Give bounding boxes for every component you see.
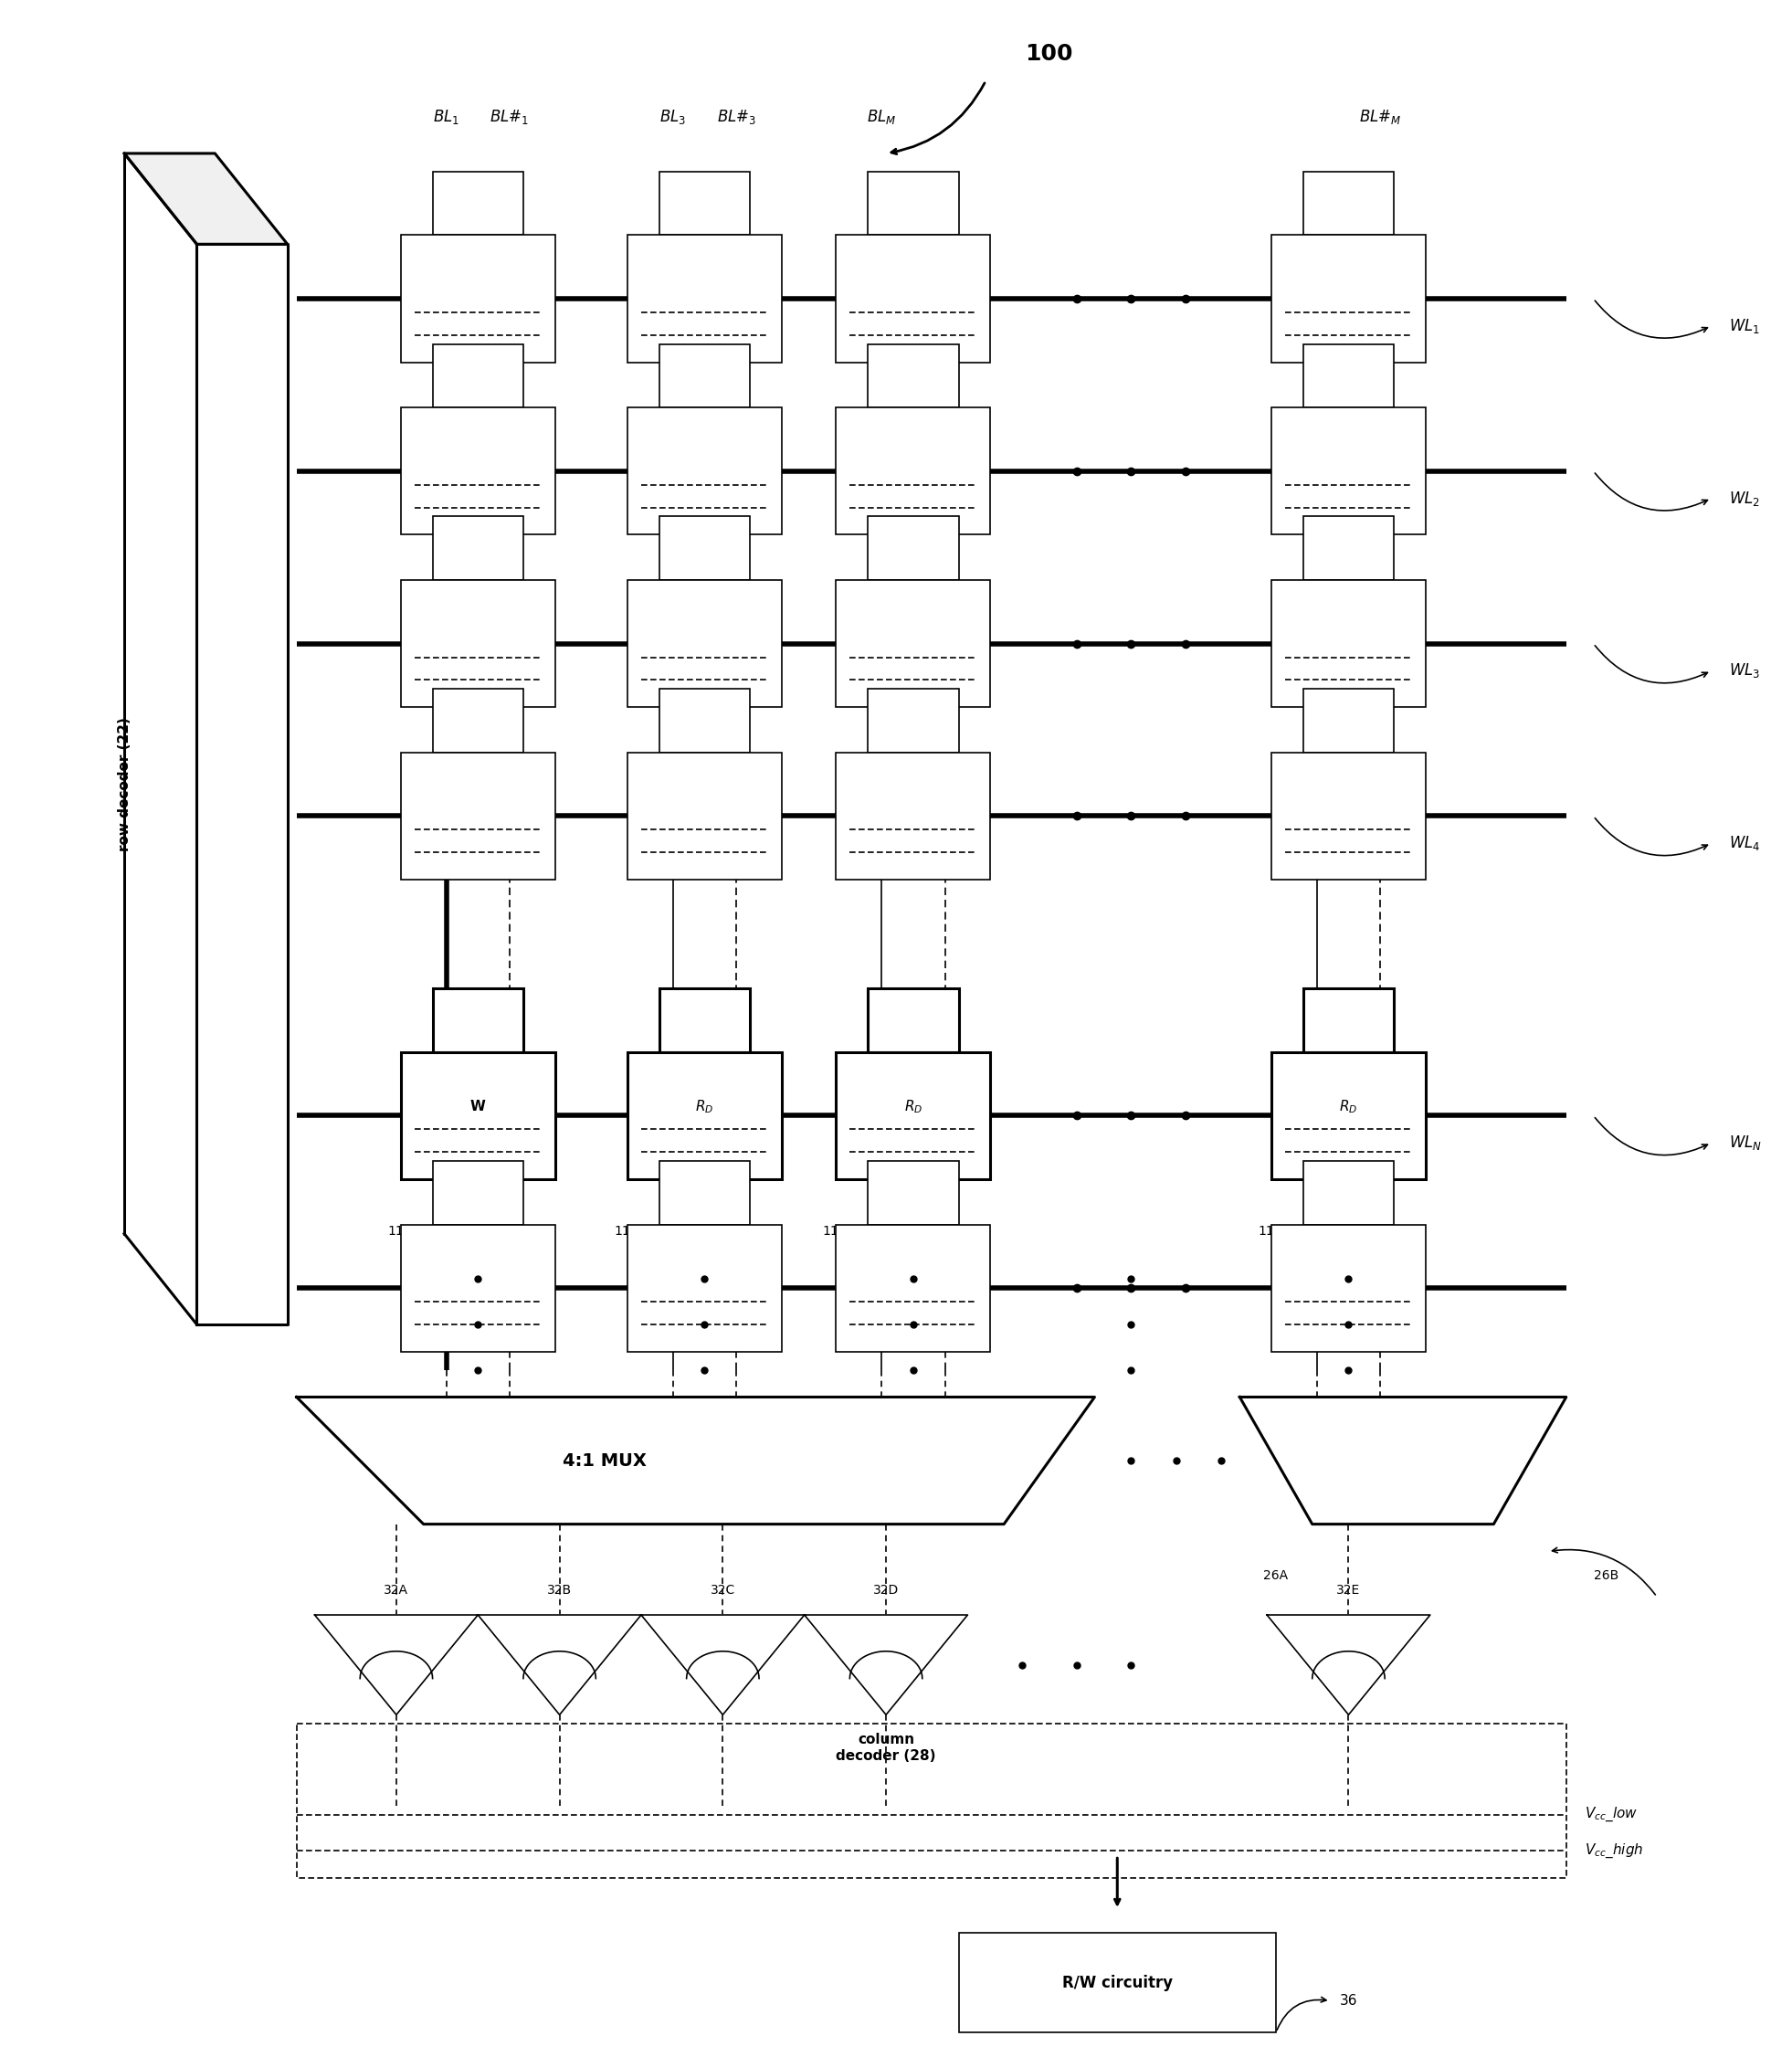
Bar bbox=[1303, 516, 1394, 580]
Text: 110B: 110B bbox=[615, 1224, 647, 1238]
Bar bbox=[1303, 344, 1394, 407]
Text: $BL\#_M$: $BL\#_M$ bbox=[1358, 107, 1401, 125]
Text: 32D: 32D bbox=[873, 1584, 900, 1596]
Bar bbox=[627, 407, 781, 535]
Bar bbox=[627, 234, 781, 362]
Bar bbox=[1303, 989, 1394, 1051]
Bar bbox=[627, 1224, 781, 1351]
Bar bbox=[432, 989, 523, 1051]
Bar bbox=[837, 753, 991, 880]
Text: 110C: 110C bbox=[823, 1224, 855, 1238]
Text: 26B: 26B bbox=[1593, 1569, 1618, 1582]
Bar bbox=[1303, 171, 1394, 234]
Text: 110A: 110A bbox=[387, 1224, 419, 1238]
Text: $BL\#_3$: $BL\#_3$ bbox=[717, 107, 756, 125]
Bar bbox=[659, 344, 751, 407]
Bar bbox=[867, 516, 959, 580]
Bar bbox=[401, 1224, 556, 1351]
Bar bbox=[659, 516, 751, 580]
Text: $WL_3$: $WL_3$ bbox=[1729, 662, 1762, 681]
Bar bbox=[401, 234, 556, 362]
Bar bbox=[837, 1224, 991, 1351]
Bar bbox=[1272, 1051, 1426, 1179]
Polygon shape bbox=[805, 1615, 968, 1716]
Bar bbox=[867, 989, 959, 1051]
Bar bbox=[401, 753, 556, 880]
Bar bbox=[1272, 753, 1426, 880]
Text: 32A: 32A bbox=[383, 1584, 409, 1596]
Text: 32C: 32C bbox=[710, 1584, 735, 1596]
Text: 100: 100 bbox=[1025, 43, 1073, 64]
Bar bbox=[432, 1160, 523, 1224]
Polygon shape bbox=[296, 1397, 1095, 1524]
Bar bbox=[867, 1160, 959, 1224]
Bar bbox=[837, 1051, 991, 1179]
Text: 110D: 110D bbox=[1258, 1224, 1292, 1238]
Polygon shape bbox=[1240, 1397, 1566, 1524]
Bar bbox=[432, 516, 523, 580]
Bar bbox=[659, 171, 751, 234]
Bar bbox=[432, 689, 523, 753]
Text: 4:1 MUX: 4:1 MUX bbox=[563, 1452, 647, 1469]
Bar bbox=[659, 689, 751, 753]
Bar bbox=[627, 580, 781, 708]
Text: $R_D$: $R_D$ bbox=[1339, 1098, 1358, 1115]
Text: column
decoder (28): column decoder (28) bbox=[837, 1732, 935, 1763]
Text: $WL_1$: $WL_1$ bbox=[1729, 317, 1760, 335]
Bar bbox=[401, 407, 556, 535]
Text: 32E: 32E bbox=[1337, 1584, 1360, 1596]
Bar bbox=[401, 580, 556, 708]
Bar bbox=[1272, 1224, 1426, 1351]
Bar bbox=[401, 1051, 556, 1179]
Bar bbox=[1272, 234, 1426, 362]
Polygon shape bbox=[1267, 1615, 1430, 1716]
Bar bbox=[432, 344, 523, 407]
Text: $BL\#_1$: $BL\#_1$ bbox=[489, 107, 529, 125]
Text: 32B: 32B bbox=[547, 1584, 572, 1596]
Text: $BL_3$: $BL_3$ bbox=[659, 107, 686, 125]
Text: $WL_4$: $WL_4$ bbox=[1729, 835, 1762, 852]
Bar bbox=[959, 1934, 1276, 2032]
Bar bbox=[837, 234, 991, 362]
Bar bbox=[432, 171, 523, 234]
Text: $BL_M$: $BL_M$ bbox=[867, 107, 896, 125]
Bar bbox=[867, 689, 959, 753]
Polygon shape bbox=[124, 154, 287, 245]
Text: R/W circuitry: R/W circuitry bbox=[1063, 1975, 1172, 1991]
Text: $R_D$: $R_D$ bbox=[903, 1098, 923, 1115]
Text: $BL_1$: $BL_1$ bbox=[434, 107, 459, 125]
Bar bbox=[1303, 689, 1394, 753]
Text: 26A: 26A bbox=[1263, 1569, 1288, 1582]
Bar bbox=[1272, 580, 1426, 708]
Text: W: W bbox=[470, 1100, 486, 1113]
Text: $R_D$: $R_D$ bbox=[695, 1098, 713, 1115]
Bar bbox=[627, 753, 781, 880]
Text: $WL_2$: $WL_2$ bbox=[1729, 490, 1760, 508]
Polygon shape bbox=[315, 1615, 478, 1716]
Bar bbox=[837, 580, 991, 708]
Bar bbox=[867, 344, 959, 407]
Text: $V_{cc}\_high$: $V_{cc}\_high$ bbox=[1584, 1843, 1643, 1860]
Bar bbox=[659, 989, 751, 1051]
Bar bbox=[659, 1160, 751, 1224]
Bar bbox=[837, 407, 991, 535]
Text: 36: 36 bbox=[1339, 1993, 1357, 2008]
Text: $WL_N$: $WL_N$ bbox=[1729, 1133, 1762, 1152]
Polygon shape bbox=[642, 1615, 805, 1716]
Text: $V_{cc}\_low$: $V_{cc}\_low$ bbox=[1584, 1806, 1638, 1823]
Bar bbox=[867, 171, 959, 234]
Polygon shape bbox=[478, 1615, 642, 1716]
Polygon shape bbox=[197, 245, 287, 1325]
Bar bbox=[1303, 1160, 1394, 1224]
Bar bbox=[627, 1051, 781, 1179]
Bar bbox=[1272, 407, 1426, 535]
Text: row decoder (22): row decoder (22) bbox=[118, 718, 131, 852]
